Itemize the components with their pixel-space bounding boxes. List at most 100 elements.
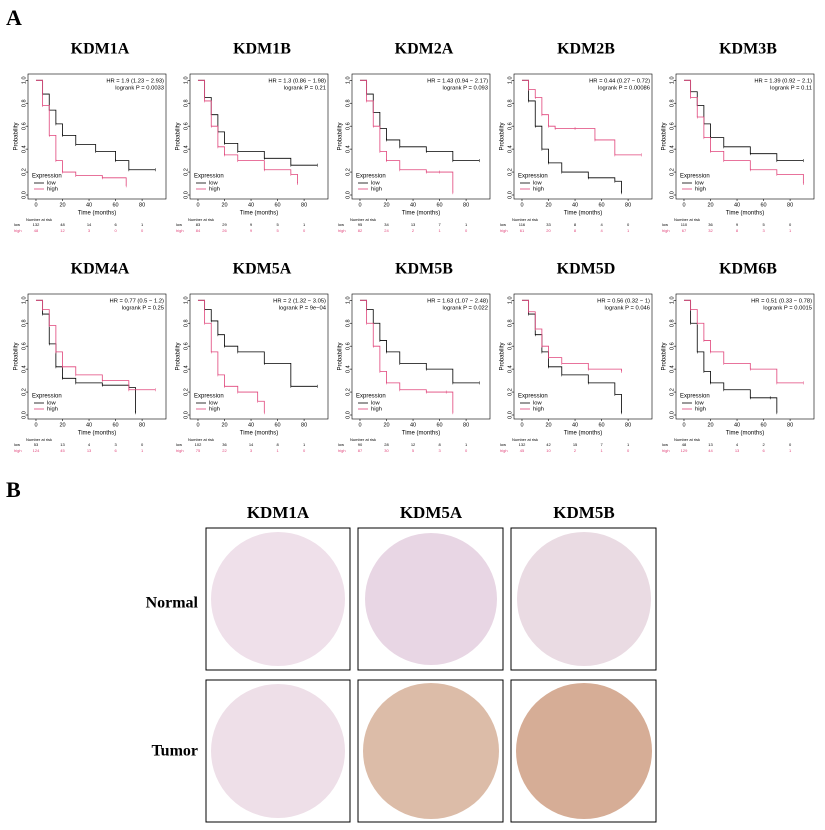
risk-table-title: Number at risk bbox=[26, 437, 52, 442]
y-tick-label: 0.6 bbox=[345, 342, 351, 350]
risk-row-label: high bbox=[662, 228, 670, 233]
risk-count: 8 bbox=[276, 442, 279, 447]
logrank-text: logrank P = 0.022 bbox=[443, 306, 489, 312]
x-tick-label: 20 bbox=[545, 422, 551, 428]
risk-count: 20 bbox=[546, 228, 551, 233]
risk-count: 33 bbox=[546, 222, 551, 227]
x-tick-label: 60 bbox=[599, 202, 605, 208]
x-tick-label: 60 bbox=[113, 202, 119, 208]
risk-count: 48 bbox=[682, 442, 687, 447]
legend-label: low bbox=[209, 181, 219, 187]
y-tick-label: 0.2 bbox=[507, 168, 513, 176]
x-tick-label: 40 bbox=[86, 202, 92, 208]
x-tick-label: 80 bbox=[463, 202, 469, 208]
risk-count: 110 bbox=[681, 222, 688, 227]
legend-label: high bbox=[695, 187, 706, 193]
legend-label: high bbox=[371, 187, 382, 193]
x-tick-label: 0 bbox=[682, 422, 685, 428]
x-tick-label: 60 bbox=[437, 422, 443, 428]
y-tick-label: 0.8 bbox=[669, 99, 675, 107]
y-tick-label: 0.6 bbox=[507, 122, 513, 130]
risk-count: 1 bbox=[303, 222, 306, 227]
x-tick-label: 0 bbox=[196, 202, 199, 208]
y-tick-label: 0.4 bbox=[669, 365, 675, 373]
risk-count: 6 bbox=[114, 222, 117, 227]
risk-count: 4 bbox=[600, 228, 603, 233]
y-axis-label: Probability bbox=[500, 122, 506, 150]
y-tick-label: 0.6 bbox=[183, 122, 189, 130]
x-tick-label: 80 bbox=[625, 202, 631, 208]
risk-row-label: low bbox=[176, 442, 182, 447]
x-tick-label: 60 bbox=[761, 202, 767, 208]
plot-frame bbox=[513, 293, 653, 420]
survival-curve bbox=[35, 299, 156, 391]
y-axis-label: Probability bbox=[338, 342, 344, 370]
risk-count: 2 bbox=[762, 442, 765, 447]
y-tick-label: 0.2 bbox=[183, 168, 189, 176]
risk-count: 15 bbox=[573, 442, 578, 447]
hr-text: HR = 0.56 (0.32 − 1) bbox=[597, 299, 650, 305]
plot-frame bbox=[513, 73, 653, 200]
risk-row-label: low bbox=[176, 222, 182, 227]
x-tick-label: 20 bbox=[545, 202, 551, 208]
x-tick-label: 20 bbox=[383, 202, 389, 208]
x-tick-label: 80 bbox=[625, 422, 631, 428]
survival-curve bbox=[683, 79, 804, 161]
x-tick-label: 40 bbox=[410, 422, 416, 428]
x-tick-label: 40 bbox=[86, 422, 92, 428]
risk-count: 0 bbox=[789, 442, 792, 447]
y-tick-label: 0.0 bbox=[669, 191, 675, 199]
chart-title: KDM5B bbox=[395, 261, 453, 278]
legend-label: high bbox=[209, 407, 220, 413]
column-label: KDM5A bbox=[400, 503, 463, 522]
survival-curve bbox=[683, 79, 804, 184]
risk-count: 0 bbox=[465, 228, 468, 233]
risk-count: 1 bbox=[627, 442, 630, 447]
risk-count: 28 bbox=[384, 442, 389, 447]
y-tick-label: 0.2 bbox=[507, 388, 513, 396]
plot-frame bbox=[351, 73, 491, 200]
risk-count: 30 bbox=[384, 448, 389, 453]
legend-label: low bbox=[371, 401, 381, 407]
risk-row-label: high bbox=[500, 228, 508, 233]
risk-count: 8 bbox=[736, 228, 739, 233]
risk-count: 13 bbox=[87, 448, 92, 453]
risk-count: 0 bbox=[114, 228, 117, 233]
plot-frame bbox=[189, 73, 329, 200]
y-axis-label: Probability bbox=[662, 342, 668, 370]
y-tick-label: 0.0 bbox=[345, 411, 351, 419]
risk-count: 13 bbox=[708, 442, 713, 447]
risk-count: 116 bbox=[519, 222, 526, 227]
chart-title: KDM4A bbox=[71, 261, 130, 278]
survival-curve bbox=[521, 299, 622, 372]
risk-count: 90 bbox=[358, 442, 363, 447]
y-tick-label: 1.0 bbox=[21, 76, 27, 84]
y-tick-label: 0.4 bbox=[507, 145, 513, 153]
y-tick-label: 0.0 bbox=[669, 411, 675, 419]
x-tick-label: 40 bbox=[734, 422, 740, 428]
x-tick-label: 60 bbox=[113, 422, 119, 428]
risk-count: 4 bbox=[88, 442, 91, 447]
risk-count: 8 bbox=[574, 222, 577, 227]
legend-title: Expression bbox=[518, 174, 548, 180]
survival-curve bbox=[359, 79, 454, 193]
risk-count: 13 bbox=[411, 222, 416, 227]
risk-table-title: Number at risk bbox=[26, 217, 52, 222]
x-tick-label: 40 bbox=[410, 202, 416, 208]
tissue-core bbox=[211, 684, 345, 818]
y-tick-label: 0.6 bbox=[669, 342, 675, 350]
y-tick-label: 0.2 bbox=[669, 168, 675, 176]
risk-count: 3 bbox=[114, 442, 117, 447]
x-tick-label: 80 bbox=[139, 422, 145, 428]
risk-table-title: Number at risk bbox=[350, 437, 376, 442]
x-tick-label: 20 bbox=[221, 202, 227, 208]
row-label: Normal bbox=[146, 595, 199, 612]
hr-text: HR = 1.63 (1.07 − 2.48) bbox=[427, 299, 488, 305]
logrank-text: logrank P = 0.0033 bbox=[115, 86, 164, 92]
risk-row-label: low bbox=[662, 222, 668, 227]
y-tick-label: 0.0 bbox=[507, 411, 513, 419]
risk-count: 0 bbox=[789, 222, 792, 227]
risk-count: 12 bbox=[60, 228, 65, 233]
y-tick-label: 0.4 bbox=[345, 145, 351, 153]
